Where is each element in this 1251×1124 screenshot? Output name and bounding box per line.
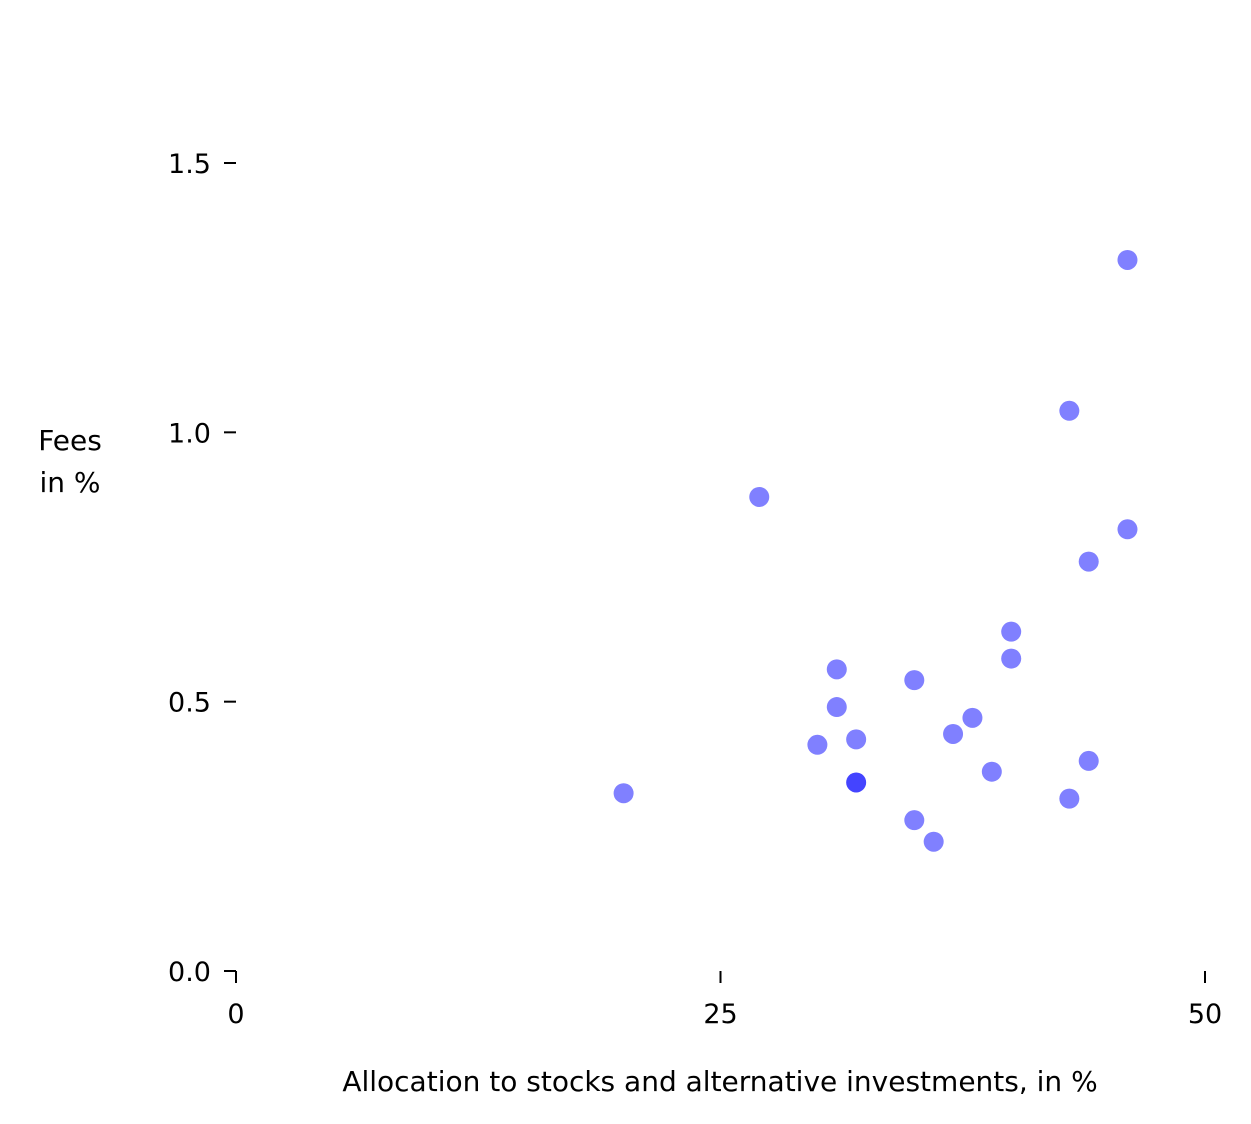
y-tick-label: 1.0	[168, 418, 211, 449]
y-axis-title-line-1: Fees	[38, 424, 102, 457]
data-points	[613, 249, 1138, 852]
data-point	[826, 697, 847, 718]
x-tick-label: 25	[703, 999, 737, 1030]
x-axis: 0 25 50	[227, 971, 1222, 1030]
data-point	[1001, 621, 1022, 642]
data-point	[749, 486, 770, 507]
y-tick-label: 1.5	[168, 149, 211, 180]
x-axis-title: Allocation to stocks and alternative inv…	[342, 1065, 1097, 1098]
x-tick-label: 0	[227, 999, 244, 1030]
data-point	[613, 783, 634, 804]
data-point	[962, 707, 983, 728]
data-point	[1078, 750, 1099, 771]
data-point	[904, 810, 925, 831]
y-axis: 0.0 0.5 1.0 1.5	[168, 149, 236, 988]
data-point	[1117, 249, 1138, 270]
data-point	[807, 734, 828, 755]
x-tick-label: 50	[1188, 999, 1222, 1030]
data-point	[826, 659, 847, 680]
data-point	[846, 729, 867, 750]
data-point	[1001, 648, 1022, 669]
data-point	[904, 670, 925, 691]
data-point	[1059, 400, 1080, 421]
y-axis-title-line-2: in %	[39, 466, 100, 499]
y-tick-label: 0.0	[168, 957, 211, 988]
y-tick-label: 0.5	[168, 688, 211, 719]
data-point	[1078, 551, 1099, 572]
data-point	[981, 761, 1002, 782]
highlighted-data-point	[846, 772, 867, 793]
data-point	[943, 723, 964, 744]
data-point	[1117, 519, 1138, 540]
data-point	[923, 831, 944, 852]
data-point	[1059, 788, 1080, 809]
